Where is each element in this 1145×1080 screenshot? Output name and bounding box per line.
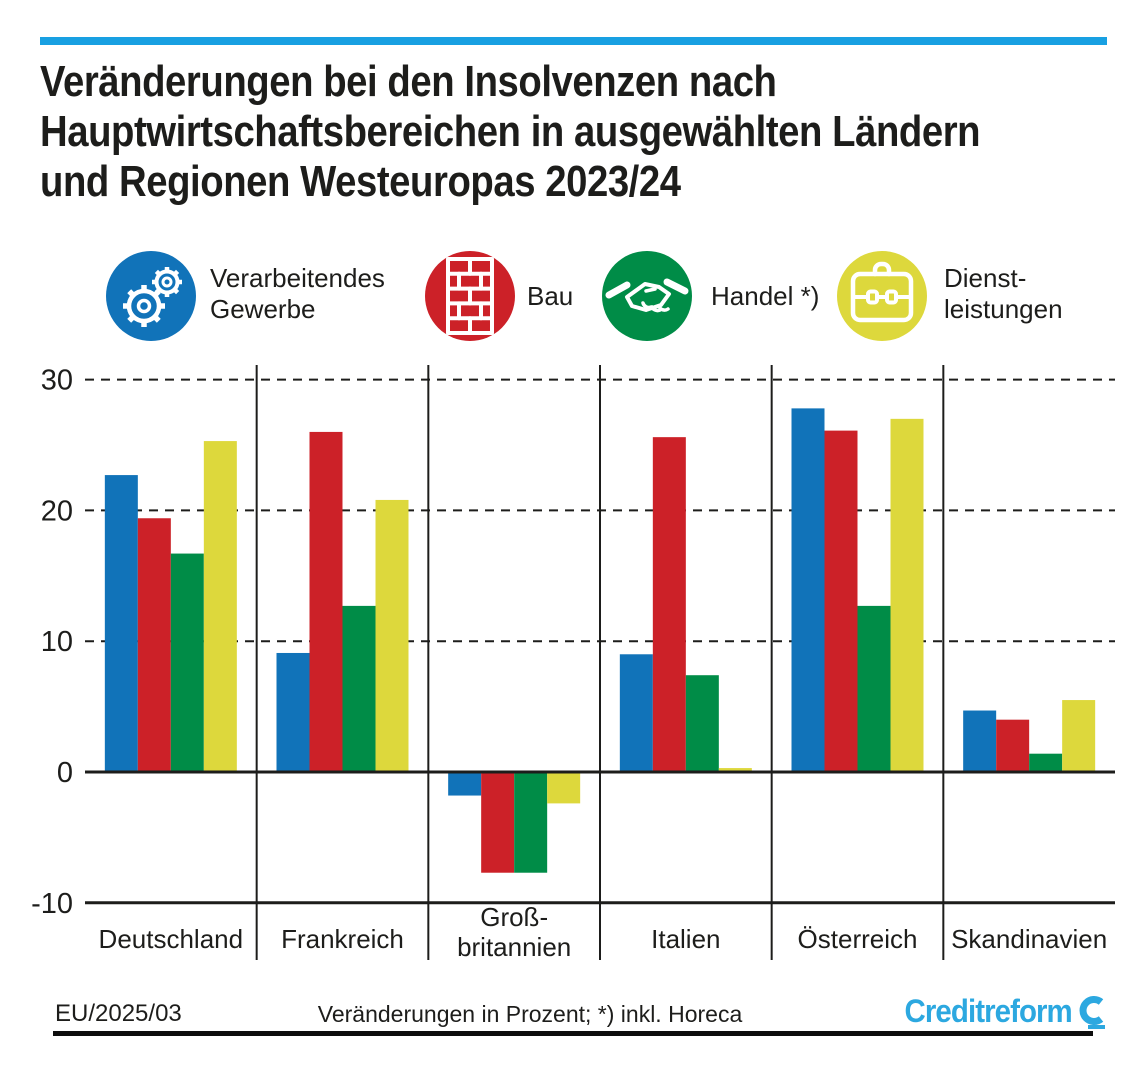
bar-handel-3 <box>685 675 719 772</box>
handshake-icon <box>605 278 689 313</box>
creditreform-c-icon <box>1079 996 1105 1029</box>
bar-dienstleistungen-5 <box>1062 700 1096 772</box>
legend: Verarbeitendes Gewerbe Bau <box>0 0 1145 360</box>
footer-rule <box>53 1031 1093 1036</box>
footer-note: Veränderungen in Prozent; *) inkl. Horec… <box>317 1001 743 1027</box>
legend-label-bau: Bau <box>527 281 574 311</box>
bar-bau-1 <box>309 431 343 772</box>
category-label-3: Italien <box>651 924 720 954</box>
bar-handel-5 <box>1029 753 1063 772</box>
bar-dienstleistungen-0 <box>203 441 237 772</box>
bar-dienstleistungen-2 <box>547 772 581 804</box>
category-label-5: Skandinavien <box>951 924 1107 954</box>
bar-verarbeitendes-gewerbe-4 <box>791 408 825 772</box>
y-tick-label-30: 30 <box>41 365 73 397</box>
briefcase-icon <box>850 261 914 323</box>
bar-dienstleistungen-1 <box>375 499 409 772</box>
page-title: Veränderungen bei den Insolvenzen nach H… <box>40 57 981 206</box>
bar-verarbeitendes-gewerbe-0 <box>104 475 138 772</box>
creditreform-logo: Creditreform <box>890 993 1105 1031</box>
bar-handel-2 <box>514 772 548 873</box>
bar-bau-2 <box>481 772 515 873</box>
creditreform-wordmark: Creditreform <box>904 993 1073 1029</box>
bar-bau-4 <box>824 430 858 772</box>
y-tick-label-10: 10 <box>41 626 73 658</box>
category-label-0: Deutschland <box>99 924 244 954</box>
y-tick-label--10: -10 <box>31 888 73 920</box>
category-label-1: Frankreich <box>281 924 404 954</box>
gears-icon <box>123 267 182 327</box>
legend-circle-bau <box>425 251 515 341</box>
bar-verarbeitendes-gewerbe-3 <box>619 654 653 772</box>
insolvency-bar-chart: 30 20 10 0 -10 Deutschland Frankreich Groß-brit… <box>31 365 1115 962</box>
bar-handel-4 <box>857 605 891 772</box>
y-tick-label-0: 0 <box>57 757 73 789</box>
bar-handel-1 <box>342 605 376 772</box>
legend-label-handel: Handel *) <box>711 281 820 311</box>
bar-bau-3 <box>652 437 686 772</box>
bar-verarbeitendes-gewerbe-2 <box>448 772 482 796</box>
bar-bau-0 <box>137 518 171 772</box>
bar-verarbeitendes-gewerbe-5 <box>963 710 997 772</box>
brick-wall-icon <box>446 257 494 335</box>
bar-dienstleistungen-3 <box>718 768 752 772</box>
category-label-4: Österreich <box>798 924 918 954</box>
footer-document-code: EU/2025/03 <box>55 1000 182 1027</box>
legend-label-dienstleistungen: Dienst- leistungen <box>944 263 1063 324</box>
bar-verarbeitendes-gewerbe-1 <box>276 652 310 772</box>
category-label-2: Groß-britannien <box>457 902 571 962</box>
bar-bau-5 <box>996 719 1030 772</box>
legend-circle-handel <box>602 251 692 341</box>
legend-label-verarbeitendes-gewerbe: Verarbeitendes Gewerbe <box>210 263 385 324</box>
bar-handel-0 <box>170 553 204 772</box>
accent-bar <box>40 37 1107 45</box>
y-tick-label-20: 20 <box>41 495 73 527</box>
bar-dienstleistungen-4 <box>890 418 924 772</box>
legend-circle-verarbeitendes-gewerbe <box>106 251 196 341</box>
legend-circle-dienstleistungen <box>837 251 927 341</box>
